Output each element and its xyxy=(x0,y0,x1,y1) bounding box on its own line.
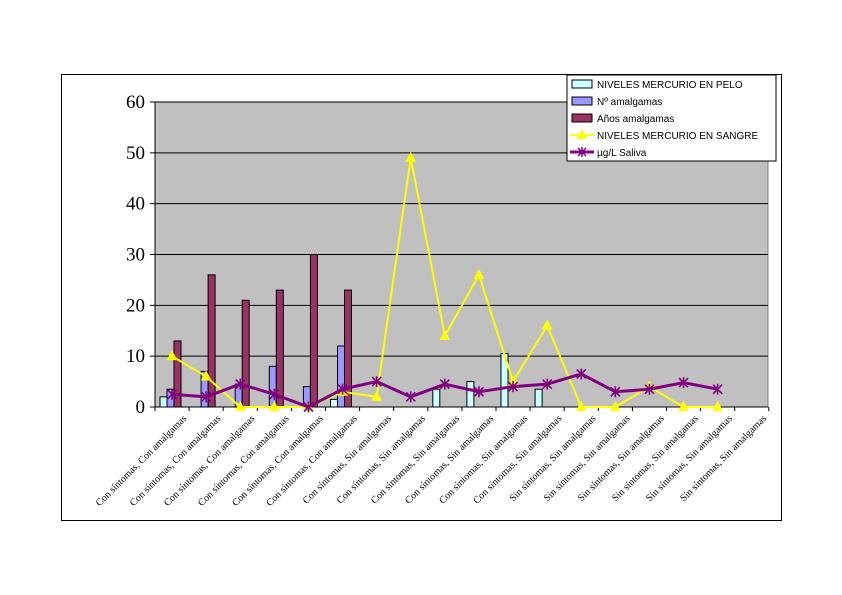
data-point xyxy=(610,400,621,411)
data-point xyxy=(200,370,212,381)
data-point xyxy=(405,391,416,403)
data-point xyxy=(610,386,621,398)
bar xyxy=(337,345,345,408)
legend-marker xyxy=(576,128,588,139)
data-point xyxy=(473,386,485,398)
bar xyxy=(330,398,338,408)
data-point xyxy=(473,268,485,279)
bar xyxy=(173,340,182,408)
bar xyxy=(275,289,284,408)
bar xyxy=(344,289,352,408)
y-tick-label: 20 xyxy=(126,295,145,316)
data-point xyxy=(234,400,246,411)
legend-label: Nº amalgamas xyxy=(597,97,662,108)
y-tick-label: 60 xyxy=(126,92,145,113)
bar xyxy=(268,365,277,408)
legend-swatch xyxy=(571,96,593,106)
legend-label: NIVELES MERCURIO EN PELO xyxy=(597,80,743,91)
bar xyxy=(241,299,250,408)
legend-box xyxy=(566,75,777,162)
data-point xyxy=(303,401,314,413)
legend-label: µg/L Saliva xyxy=(597,148,647,159)
data-point xyxy=(371,376,382,388)
data-point xyxy=(439,329,451,340)
data-point xyxy=(712,383,723,395)
data-point xyxy=(541,319,553,330)
bar xyxy=(159,396,168,408)
bar xyxy=(207,274,216,408)
bar xyxy=(432,388,441,408)
legend-marker xyxy=(577,147,587,157)
y-tick-label: 50 xyxy=(126,143,145,164)
data-point xyxy=(269,400,280,411)
legend-label: Años amalgamas xyxy=(597,114,674,125)
data-point xyxy=(201,391,212,403)
data-point xyxy=(678,377,689,389)
data-point xyxy=(371,390,382,401)
data-point xyxy=(575,400,587,411)
legend-swatch xyxy=(571,113,593,123)
legend-label: NIVELES MERCURIO EN SANGRE xyxy=(597,131,758,142)
y-tick-label: 40 xyxy=(126,194,145,215)
data-point xyxy=(678,400,689,411)
bar xyxy=(534,388,543,408)
data-point xyxy=(507,381,519,393)
data-point xyxy=(712,400,723,411)
bar xyxy=(466,381,475,408)
data-point xyxy=(166,388,178,400)
data-point xyxy=(644,383,655,395)
data-point xyxy=(166,350,178,361)
data-point xyxy=(269,388,280,400)
data-point xyxy=(542,378,553,390)
bar xyxy=(309,254,318,408)
y-tick-label: 10 xyxy=(126,346,145,367)
data-point xyxy=(576,368,587,380)
data-point xyxy=(235,378,246,390)
y-tick-label: 0 xyxy=(136,397,146,418)
legend-swatch xyxy=(571,79,593,89)
chart-frame: 0 10 20 30 40 50 60 Con síntomas, Con amalgamas… xyxy=(61,74,782,521)
data-point xyxy=(337,383,348,395)
data-point xyxy=(439,378,450,390)
data-point xyxy=(405,151,417,162)
y-tick-label: 30 xyxy=(126,245,145,266)
